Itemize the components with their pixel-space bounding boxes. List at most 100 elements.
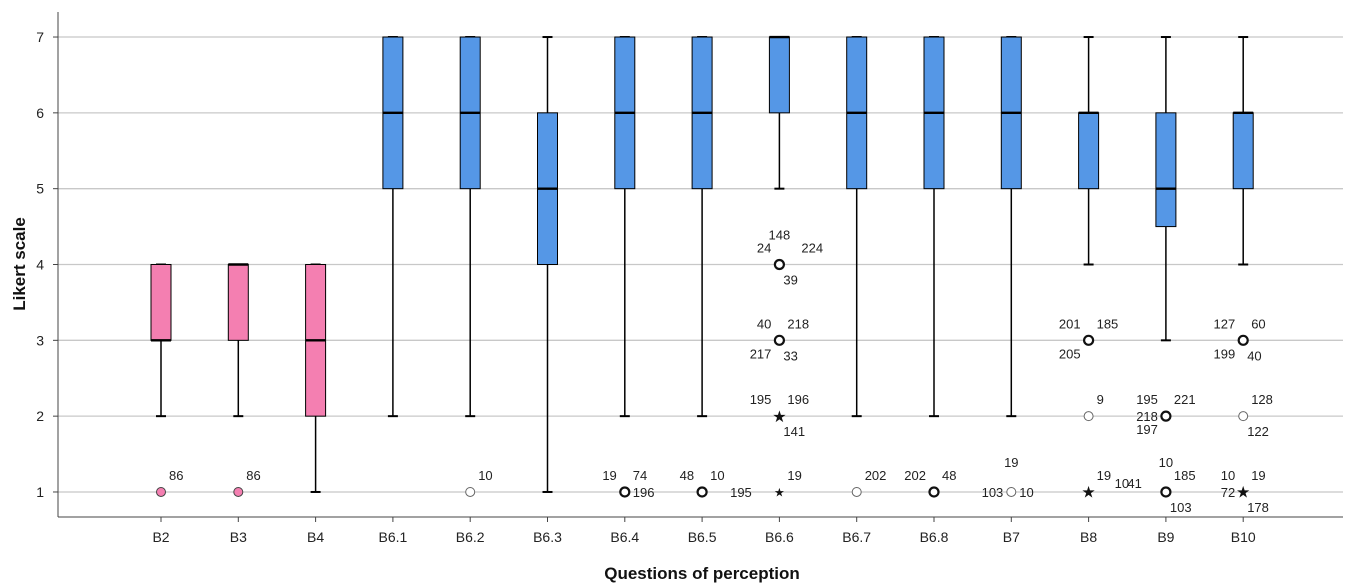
x-axis-title: Questions of perception (604, 564, 800, 583)
x-tick-label-B6.5: B6.5 (688, 529, 717, 545)
x-tick-label-B6.2: B6.2 (456, 529, 485, 545)
box-B7 (1000, 36, 1022, 418)
outlier-label: 122 (1247, 424, 1269, 439)
box-B2 (150, 263, 172, 418)
outlier-B8-3: 201 185 205 (1059, 316, 1118, 361)
x-ticks: B2 B3 B4 B6.1 B6.2 B6.3 B6.4 B6.5 B6.6 B6.7 B6.8 B7… (152, 517, 1256, 545)
box-B6.3 (537, 36, 558, 493)
outlier-label: 10 (478, 468, 492, 483)
x-tick-label-B6.8: B6.8 (920, 529, 949, 545)
outlier-label: 41 (1127, 476, 1141, 491)
outlier-marker (1083, 411, 1094, 422)
outlier-marker (619, 486, 631, 498)
x-tick-label-B6.6: B6.6 (765, 529, 794, 545)
iqr-box (227, 264, 249, 341)
outlier-label: 9 (1097, 392, 1104, 407)
outlier-label: 48 (942, 468, 956, 483)
x-tick-label-B6.1: B6.1 (378, 529, 407, 545)
y-ticks: 1 2 3 4 5 6 7 (36, 29, 58, 500)
iqr-box (1155, 112, 1177, 228)
outlier-marker (773, 334, 786, 346)
outlier-label: 141 (783, 424, 805, 439)
x-tick-label-B2: B2 (152, 529, 169, 545)
outlier-B3-1: 86 (233, 468, 261, 497)
outlier-marker (465, 486, 476, 497)
boxes (150, 35, 1254, 493)
box-B3 (227, 263, 249, 418)
outlier-label: 199 (1213, 346, 1235, 361)
y-tick-label: 2 (36, 408, 44, 424)
outlier-label: 178 (1247, 500, 1269, 515)
outlier-label: 201 (1059, 316, 1081, 331)
outlier-label: 10 (1115, 476, 1129, 491)
outlier-label: 197 (1136, 422, 1158, 437)
x-tick-label-B6.4: B6.4 (610, 529, 639, 545)
outlier-marker (851, 486, 862, 497)
outlier-B6.8-1: 202 48 (904, 468, 956, 498)
y-tick-label: 7 (36, 29, 44, 45)
outlier-label: 24 (757, 241, 771, 256)
outlier-label: 218 (787, 316, 809, 331)
y-tick-label: 4 (36, 257, 44, 273)
extreme-marker: ★ (774, 485, 785, 499)
outlier-label: 19 (602, 468, 616, 483)
x-tick-label-B3: B3 (230, 529, 247, 545)
outlier-label: 10 (1221, 468, 1235, 483)
outlier-label: 195 (750, 392, 772, 407)
outlier-B10-2: 128 122 (1238, 392, 1273, 439)
outlier-marker (773, 258, 786, 271)
iqr-box (150, 264, 172, 341)
outlier-marker (1238, 411, 1249, 422)
outlier-marker (1160, 410, 1172, 422)
y-tick-label: 5 (36, 181, 44, 197)
y-tick-label: 1 (36, 484, 44, 500)
outlier-label: 202 (904, 468, 926, 483)
extreme-marker: ★ (772, 409, 786, 426)
outlier-label: 33 (783, 348, 797, 363)
x-tick-label-B6.7: B6.7 (842, 529, 871, 545)
box-B6.4 (614, 36, 636, 418)
outlier-label: 195 (1136, 392, 1158, 407)
outlier-label: 19 (787, 468, 801, 483)
box-B4 (305, 263, 327, 493)
outlier-label: 185 (1097, 316, 1119, 331)
outlier-B8-2: 9 (1083, 392, 1104, 422)
outlier-marker (928, 486, 940, 498)
outlier-marker (696, 486, 708, 498)
box-B6.6 (768, 35, 790, 190)
outlier-label: 221 (1174, 392, 1196, 407)
outlier-label: 103 (1170, 500, 1192, 515)
outlier-B8-1: ★19 10 (1081, 468, 1129, 502)
outlier-label: 60 (1251, 316, 1265, 331)
outlier-B6.5-1: 48 10 195 (680, 468, 752, 500)
x-tick-label-B8: B8 (1080, 529, 1097, 545)
outlier-B2-1: 86 (156, 468, 183, 497)
outlier-label: 196 (633, 485, 655, 500)
box-B8 (1078, 36, 1100, 266)
extreme-marker: ★ (1236, 485, 1250, 502)
outlier-B6.4-1: 19 74 196 (602, 468, 654, 500)
iqr-box (1078, 112, 1100, 190)
outlier-B6.7-1: 202 (851, 468, 886, 497)
box-B6.5 (691, 36, 713, 418)
outlier-label: 40 (757, 316, 771, 331)
outlier-label: 205 (1059, 346, 1081, 361)
outlier-label: 48 (680, 468, 694, 483)
outlier-label: 86 (169, 468, 183, 483)
y-tick-label: 3 (36, 332, 44, 348)
outlier-label: 148 (769, 228, 791, 243)
outlier-label: 19 (1251, 468, 1265, 483)
outlier-marker (1237, 334, 1249, 346)
outlier-label: 196 (787, 392, 809, 407)
box-B6.2 (459, 36, 481, 418)
outlier-label: 72 (1221, 485, 1235, 500)
x-tick-label-B7: B7 (1003, 529, 1020, 545)
outlier-label: 224 (801, 241, 823, 256)
outlier-label: 185 (1174, 468, 1196, 483)
x-tick-label-B6.3: B6.3 (533, 529, 562, 545)
box-B10 (1232, 36, 1254, 266)
